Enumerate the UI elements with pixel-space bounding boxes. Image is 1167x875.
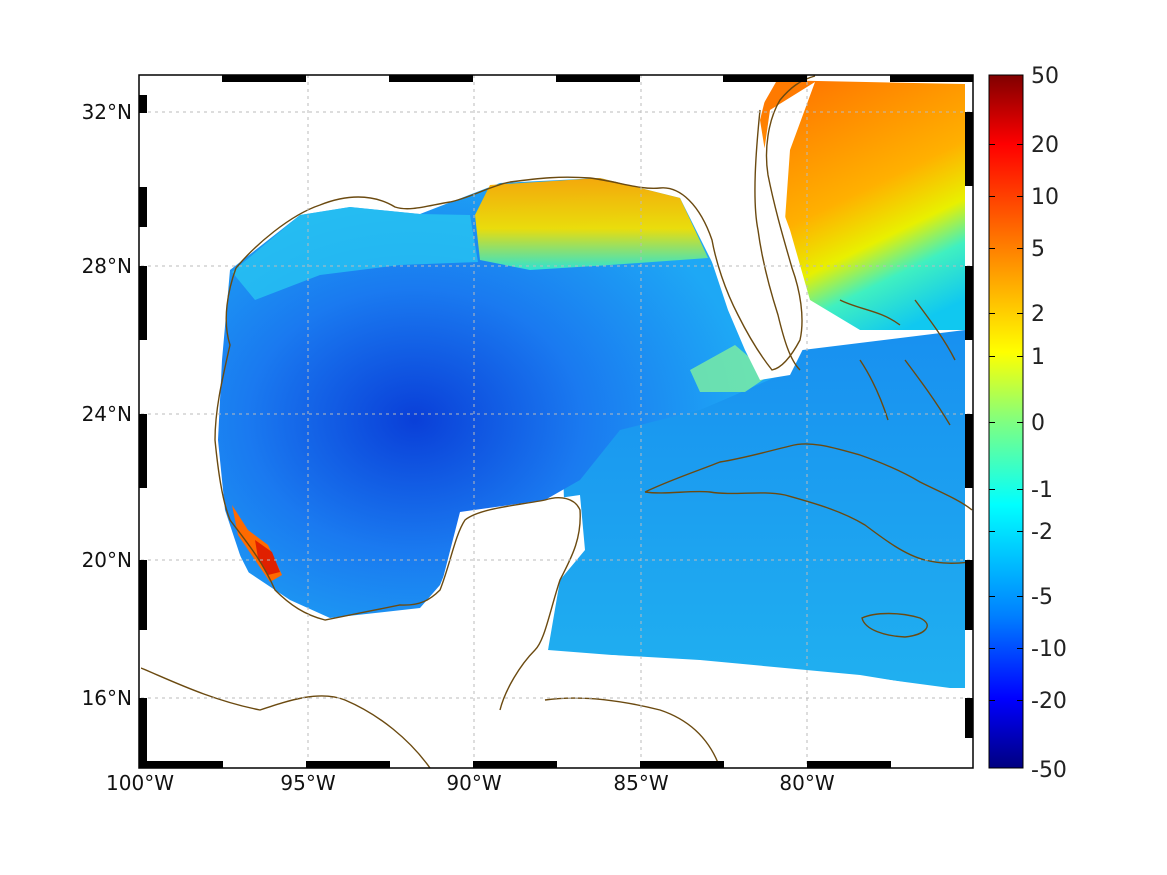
colorbar: 50 20 10 5 2 1 0 -1 -2 -5 -10 -20 -50 <box>988 64 1067 783</box>
gridlines <box>141 75 973 768</box>
y-tick-label: 24°N <box>82 402 132 426</box>
central-america-land <box>500 655 965 768</box>
colorbar-tick-label: -5 <box>1031 585 1053 610</box>
bahamas-coastline <box>839 299 956 426</box>
coastal-hotspot-core <box>255 540 280 575</box>
yucatan-land <box>420 495 585 720</box>
colorbar-tick-label: 10 <box>1031 185 1059 210</box>
colorbar-tick-label: -20 <box>1031 689 1067 714</box>
jamaica-coastline <box>861 612 928 638</box>
x-tick-label: 100°W <box>106 771 174 795</box>
x-tick-label: 85°W <box>613 771 668 795</box>
colorbar-ramp <box>988 74 1024 769</box>
x-tick-label: 80°W <box>779 771 834 795</box>
florida-coastline <box>754 109 801 371</box>
colorbar-tick-label: 2 <box>1031 302 1045 327</box>
colorbar-tick-label: 50 <box>1031 64 1059 89</box>
north-gulf-field <box>475 178 708 270</box>
y-axis: 32°N 28°N 24°N 20°N 16°N <box>82 100 132 710</box>
gulf-coastline <box>235 75 816 371</box>
mexico-coastline <box>214 267 581 711</box>
colorbar-tick-label: -10 <box>1031 637 1067 662</box>
colorbar-tick-label: 5 <box>1031 237 1045 262</box>
mexico-land <box>141 75 780 768</box>
x-tick-label: 90°W <box>446 771 501 795</box>
west-gulf-field <box>232 207 478 300</box>
y-tick-label: 32°N <box>82 100 132 124</box>
y-tick-label: 20°N <box>82 548 132 572</box>
y-tick-label: 16°N <box>82 686 132 710</box>
florida-land <box>680 82 815 380</box>
colorbar-tick-label: -1 <box>1031 478 1053 503</box>
colorbar-tick-label: 0 <box>1031 411 1045 436</box>
colorbar-tick-label: -2 <box>1031 520 1053 545</box>
data-field <box>218 80 965 688</box>
gulf-field <box>218 178 780 618</box>
x-axis: 100°W 95°W 90°W 85°W 80°W <box>106 771 835 795</box>
colorbar-tick-label: 20 <box>1031 133 1059 158</box>
atlantic-field <box>760 80 965 330</box>
map-frame <box>138 74 974 769</box>
colorbar-ticks <box>989 144 1023 701</box>
colorbar-tick-label: 1 <box>1031 345 1045 370</box>
y-tick-label: 28°N <box>82 254 132 278</box>
land-masks <box>141 75 965 768</box>
x-tick-label: 95°W <box>280 771 335 795</box>
shelf-field <box>690 345 770 392</box>
colorbar-tick-label: -50 <box>1031 758 1067 783</box>
